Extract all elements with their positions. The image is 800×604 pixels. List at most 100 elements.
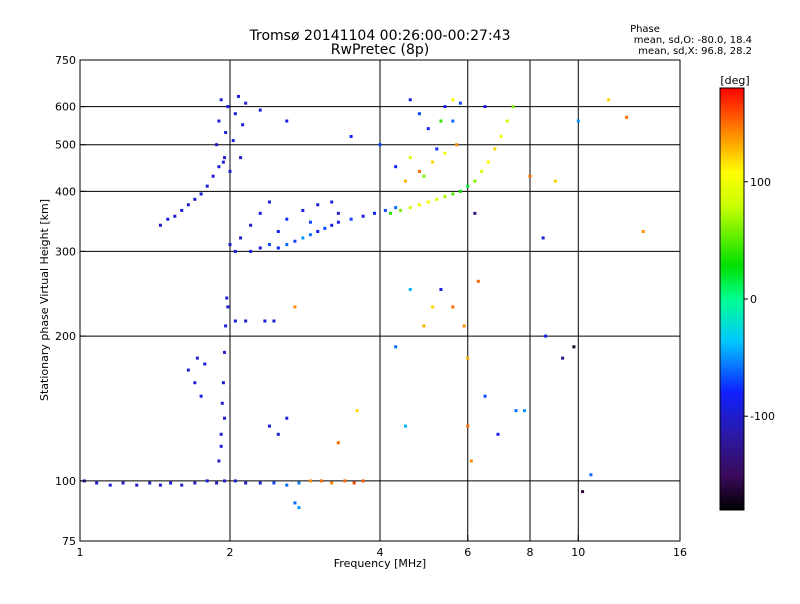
chart-subtitle: RwPretec (8p): [331, 42, 429, 58]
data-point: [228, 169, 232, 173]
data-point: [308, 479, 312, 483]
colorbar-tick-label: -100: [750, 410, 775, 423]
data-point: [361, 214, 365, 218]
data-point: [323, 226, 327, 230]
data-point: [233, 479, 237, 483]
data-point: [263, 319, 267, 323]
data-point: [336, 220, 340, 224]
data-point: [403, 179, 407, 183]
data-points: [82, 94, 645, 510]
data-point: [408, 156, 412, 160]
data-point: [276, 246, 280, 250]
data-point: [373, 211, 377, 215]
data-point: [435, 197, 439, 201]
data-point: [233, 249, 237, 253]
data-point: [576, 119, 580, 123]
data-point: [121, 481, 125, 485]
data-point: [330, 481, 334, 485]
data-point: [473, 179, 477, 183]
data-point: [451, 119, 455, 123]
data-point: [403, 424, 407, 428]
data-point: [258, 481, 262, 485]
x-tick-label: 1: [77, 546, 84, 559]
data-point: [336, 441, 340, 445]
data-point: [544, 334, 548, 338]
data-point: [211, 174, 215, 178]
data-point: [220, 401, 224, 405]
data-point: [408, 98, 412, 102]
data-point: [249, 223, 253, 227]
data-point: [221, 381, 225, 385]
data-point: [316, 203, 320, 207]
data-point: [426, 200, 430, 204]
stats-line-o: mean, sd,O: -80.0, 18.4: [634, 35, 752, 46]
data-point: [223, 416, 227, 420]
x-tick-label: 16: [673, 546, 687, 559]
data-point: [458, 101, 462, 105]
data-point: [224, 131, 228, 135]
data-point: [499, 135, 503, 139]
data-point: [241, 123, 245, 127]
data-point: [219, 432, 223, 436]
data-point: [493, 147, 497, 151]
data-point: [285, 119, 289, 123]
y-tick-label: 100: [55, 475, 76, 488]
data-point: [394, 165, 398, 169]
data-point: [417, 169, 421, 173]
data-point: [466, 356, 470, 360]
y-tick-label: 200: [55, 330, 76, 343]
data-point: [173, 214, 177, 218]
data-point: [244, 319, 248, 323]
data-point: [226, 105, 230, 109]
data-point: [486, 160, 490, 164]
data-point: [219, 444, 223, 448]
data-point: [308, 220, 312, 224]
data-point: [158, 223, 162, 227]
data-point: [186, 368, 190, 372]
y-tick-label: 400: [55, 185, 76, 198]
data-point: [195, 356, 199, 360]
data-point: [458, 189, 462, 193]
data-point: [276, 432, 280, 436]
data-point: [293, 239, 297, 243]
data-point: [589, 473, 593, 477]
data-point: [108, 483, 112, 487]
data-point: [308, 233, 312, 237]
data-point: [267, 424, 271, 428]
x-axis: 1 2 4 6 8 10 16: [77, 535, 687, 559]
data-point: [361, 479, 365, 483]
data-point: [330, 223, 334, 227]
data-point: [505, 119, 509, 123]
data-point: [514, 409, 518, 413]
x-tick-label: 10: [571, 546, 585, 559]
data-point: [451, 98, 455, 102]
data-point: [301, 236, 305, 240]
data-point: [193, 381, 197, 385]
data-point: [223, 156, 227, 160]
y-axis-label: Stationary phase Virtual Height [km]: [38, 199, 51, 401]
stats-line-x: mean, sd,X: 96.8, 28.2: [638, 46, 752, 57]
data-point: [285, 217, 289, 221]
data-point: [203, 362, 207, 366]
data-point: [483, 105, 487, 109]
y-tick-label: 600: [55, 101, 76, 114]
data-point: [451, 192, 455, 196]
data-point: [462, 324, 466, 328]
y-axis: 75 100 200 300 400 500 600 750: [55, 54, 86, 548]
data-point: [469, 459, 473, 463]
data-point: [417, 112, 421, 116]
data-point: [343, 479, 347, 483]
data-point: [215, 143, 219, 147]
data-point: [561, 356, 565, 360]
data-point: [439, 287, 443, 291]
data-point: [135, 483, 139, 487]
data-point: [219, 98, 223, 102]
y-tick-label: 500: [55, 139, 76, 152]
data-point: [199, 192, 203, 196]
data-point: [408, 206, 412, 210]
data-point: [483, 394, 487, 398]
y-tick-label: 75: [62, 535, 76, 548]
colorbar-label: [deg]: [720, 74, 749, 87]
